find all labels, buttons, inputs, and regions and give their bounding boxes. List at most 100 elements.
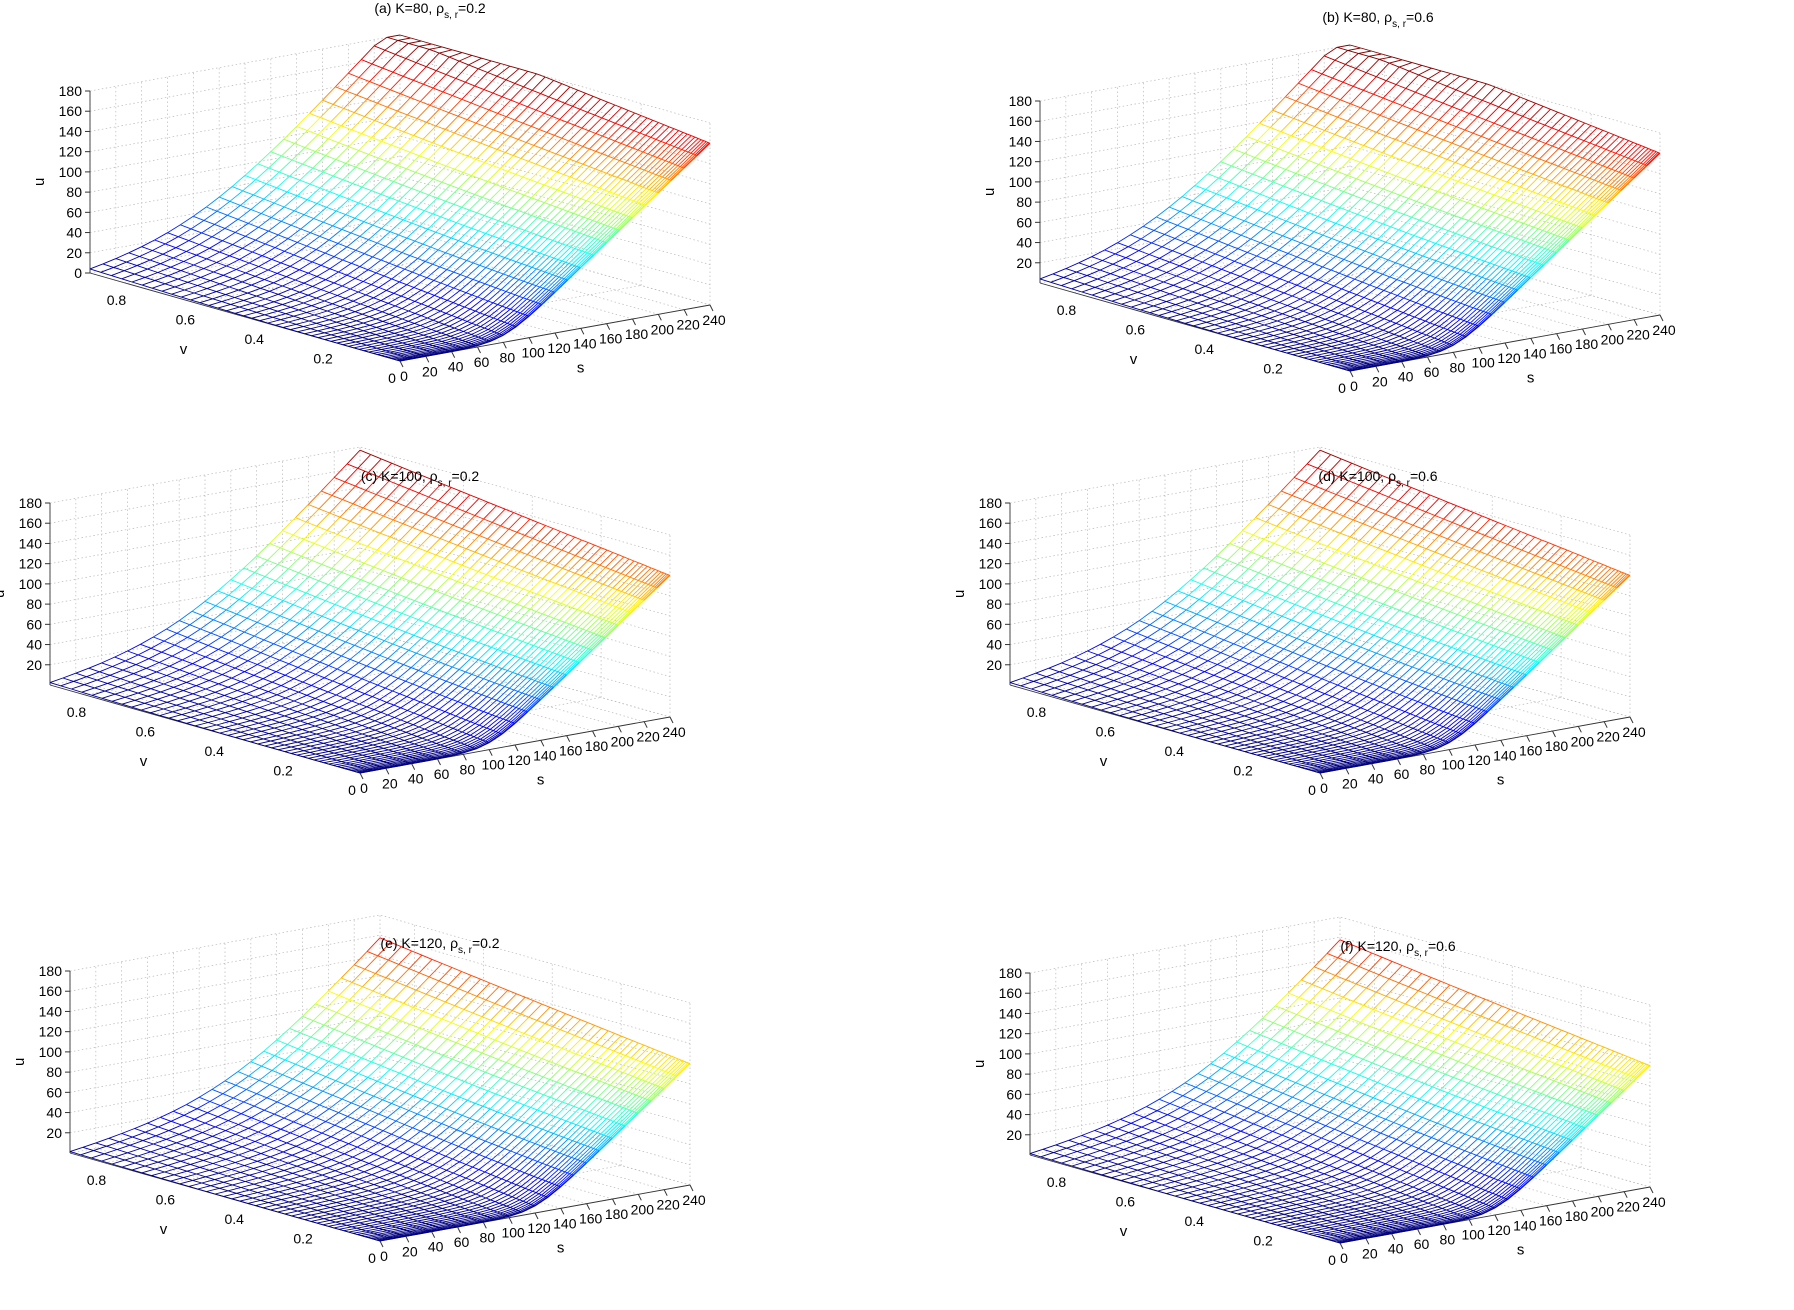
- mesh-line: [1347, 350, 1353, 354]
- mesh-line: [1490, 280, 1496, 283]
- mesh-line: [1551, 127, 1559, 132]
- mesh-line: [453, 276, 468, 289]
- mesh-line: [239, 251, 253, 260]
- mesh-line: [419, 87, 434, 102]
- mesh-line: [552, 278, 567, 293]
- mesh-line: [124, 270, 135, 275]
- mesh-line: [1302, 192, 1313, 198]
- mesh-line: [255, 230, 269, 241]
- mesh-line: [1324, 171, 1339, 185]
- mesh-line: [600, 205, 606, 209]
- mesh-line: [1111, 296, 1126, 302]
- mesh-line: [257, 163, 269, 169]
- u-tick-label: 180: [59, 83, 83, 99]
- mesh-line: [1631, 176, 1634, 179]
- mesh-line: [1481, 276, 1487, 280]
- mesh-line: [1334, 120, 1348, 135]
- mesh-line: [441, 168, 456, 183]
- mesh-line: [1507, 199, 1514, 203]
- mesh-line: [372, 224, 382, 229]
- mesh-line: [1570, 152, 1578, 157]
- mesh-line: [389, 318, 403, 325]
- mesh-line: [471, 314, 486, 324]
- mesh-line: [363, 221, 373, 226]
- mesh-line: [358, 202, 368, 207]
- mesh-line: [1339, 361, 1345, 364]
- mesh-line: [1263, 228, 1274, 233]
- mesh-line: [1434, 293, 1441, 297]
- mesh-line: [337, 232, 352, 244]
- mesh-line: [565, 227, 571, 231]
- mesh-line: [652, 119, 659, 123]
- mesh-line: [329, 292, 338, 296]
- mesh-line: [1554, 234, 1558, 237]
- s-tick-mark: [477, 346, 481, 354]
- mesh-line: [251, 284, 261, 289]
- mesh-line: [491, 330, 495, 333]
- mesh-line: [277, 306, 291, 312]
- mesh-line: [669, 132, 684, 146]
- mesh-line: [567, 210, 574, 214]
- mesh-line: [1630, 176, 1633, 178]
- mesh-line: [664, 165, 679, 179]
- mesh-line: [485, 250, 493, 254]
- mesh-line: [549, 243, 563, 257]
- mesh-line: [1554, 199, 1560, 203]
- mesh-line: [452, 81, 466, 96]
- mesh-line: [1357, 213, 1367, 219]
- mesh-line: [324, 300, 333, 305]
- mesh-line: [572, 105, 581, 110]
- mesh-line: [338, 142, 349, 148]
- mesh-line: [1272, 109, 1284, 115]
- mesh-line: [513, 310, 518, 313]
- mesh-line: [458, 329, 464, 332]
- mesh-line: [553, 279, 568, 293]
- mesh-line: [363, 281, 372, 286]
- mesh-line: [474, 72, 489, 87]
- mesh-line: [587, 170, 602, 185]
- mesh-line: [510, 280, 524, 294]
- mesh-line: [1421, 344, 1426, 347]
- mesh-line: [253, 183, 267, 196]
- s-tick-label: 20: [422, 363, 438, 379]
- mesh-line: [1555, 204, 1569, 219]
- mesh-line: [574, 124, 583, 129]
- mesh-line: [358, 63, 373, 78]
- mesh-line: [1104, 249, 1116, 255]
- mesh-line: [513, 298, 528, 311]
- mesh-line: [1635, 160, 1639, 163]
- mesh-line: [626, 197, 631, 201]
- mesh-line: [539, 274, 554, 288]
- mesh-line: [1543, 195, 1550, 199]
- mesh-line: [390, 358, 394, 360]
- mesh-line: [341, 217, 356, 230]
- mesh-line: [1349, 341, 1364, 346]
- mesh-line: [180, 270, 192, 275]
- mesh-line: [1377, 327, 1384, 331]
- mesh-line: [1337, 305, 1352, 314]
- mesh-line: [1519, 186, 1527, 190]
- mesh-line: [505, 152, 514, 156]
- mesh-line: [481, 57, 492, 62]
- mesh-line: [626, 132, 641, 147]
- mesh-line: [424, 175, 434, 180]
- mesh-line: [1479, 258, 1485, 262]
- mesh-line: [1429, 312, 1444, 324]
- mesh-line: [423, 346, 437, 350]
- mesh-line: [1298, 196, 1313, 210]
- mesh-line: [1185, 232, 1199, 243]
- mesh-line: [318, 337, 325, 340]
- mesh-line: [490, 334, 504, 342]
- mesh-line: [1381, 339, 1387, 342]
- mesh-line: [1361, 220, 1375, 234]
- mesh-line: [1153, 305, 1163, 310]
- mesh-line: [1279, 295, 1293, 303]
- mesh-line: [260, 202, 275, 214]
- mesh-line: [1488, 312, 1491, 315]
- mesh-line: [1378, 346, 1384, 349]
- mesh-line: [615, 216, 629, 230]
- mesh-line: [705, 141, 709, 143]
- mesh-line: [1185, 241, 1196, 247]
- mesh-line: [301, 318, 310, 322]
- mesh-line: [1379, 360, 1383, 363]
